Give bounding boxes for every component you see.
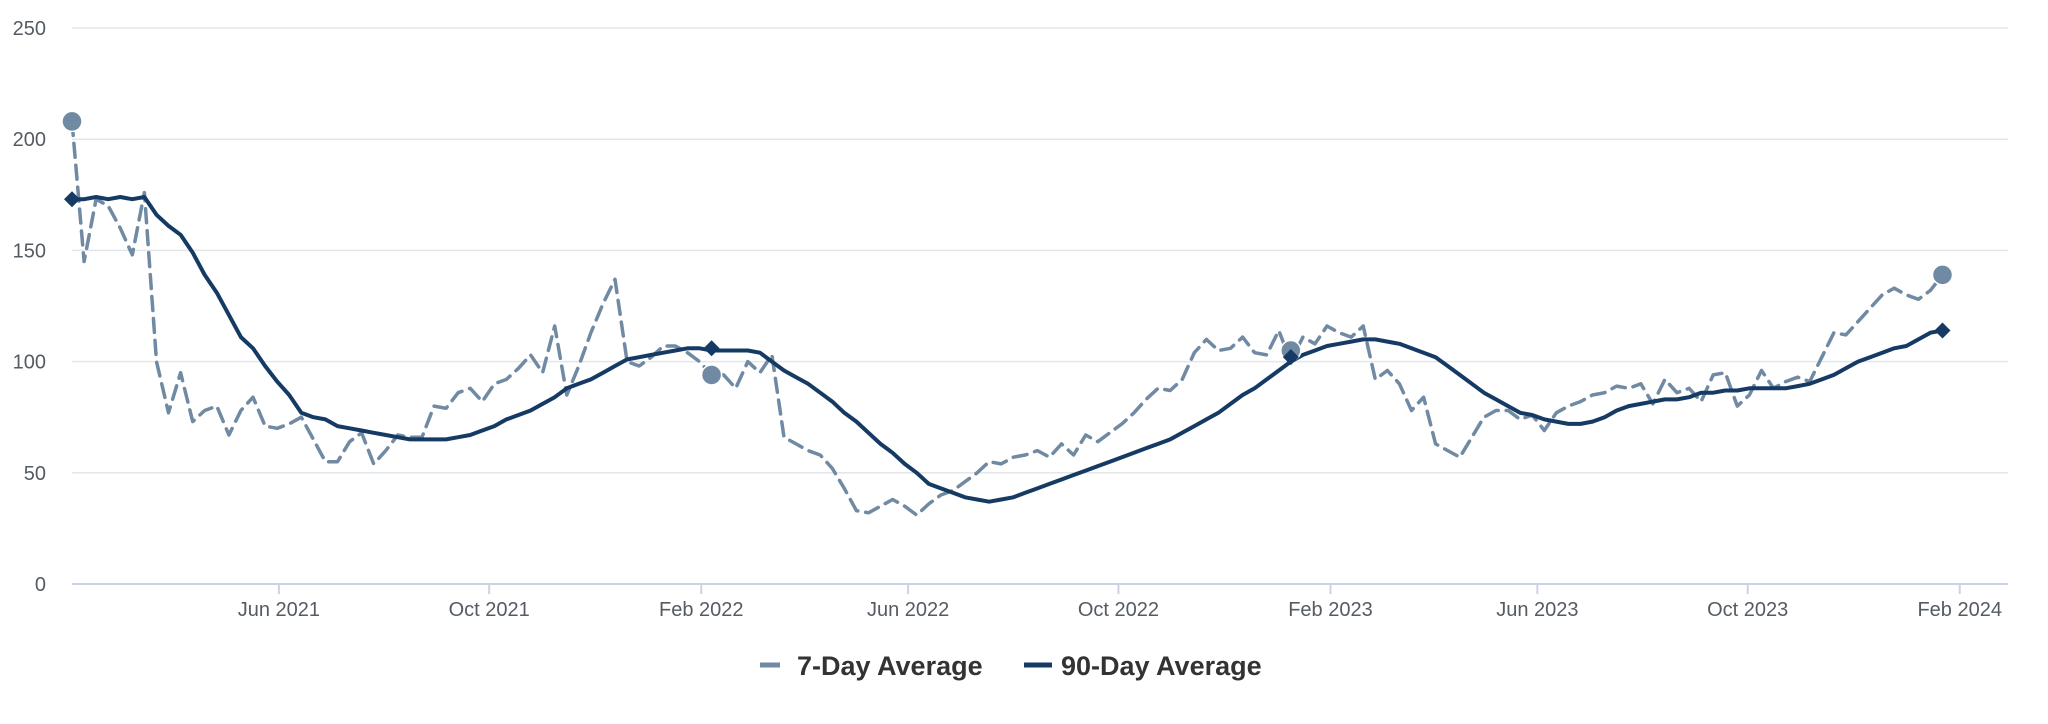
x-tick-label: Jun 2023 <box>1496 599 1578 621</box>
x-tick-label: Feb 2024 <box>1917 599 2002 621</box>
y-tick-label: 150 <box>13 240 46 262</box>
x-tick-label: Jun 2021 <box>238 599 320 621</box>
y-tick-label: 50 <box>24 463 46 485</box>
point-marker-90-day-average[interactable] <box>703 340 720 357</box>
point-marker-90-day-average[interactable] <box>1282 349 1299 366</box>
x-tick-label: Feb 2023 <box>1288 599 1373 621</box>
y-tick-label: 200 <box>13 129 46 151</box>
grid-lines <box>72 27 2008 585</box>
series-markers <box>61 110 1954 386</box>
point-marker-7-day-average[interactable] <box>1931 264 1954 286</box>
x-tick-label: Feb 2022 <box>659 599 744 621</box>
x-tick-label: Oct 2022 <box>1078 599 1159 621</box>
x-tick-label: Oct 2021 <box>449 599 530 621</box>
point-marker-90-day-average[interactable] <box>1934 322 1951 339</box>
y-tick-label: 100 <box>13 352 46 374</box>
legend-label: 90-Day Average <box>1061 651 1262 681</box>
legend: 7-Day Average 90-Day Average <box>760 651 1262 681</box>
series-line-90-day-average <box>70 195 1945 504</box>
y-axis-ticks: 0 50 100 150 200 250 <box>13 18 46 596</box>
series-lines <box>70 119 1945 517</box>
x-axis-ticks: Jun 2021 Oct 2021 Feb 2022 Jun 2022 Oct 2022… <box>238 584 2002 621</box>
series-line-7-day-average <box>70 119 1945 517</box>
legend-item-90-day-average[interactable]: 90-Day Average <box>1024 651 1262 681</box>
legend-label: 7-Day Average <box>797 651 983 681</box>
point-marker-90-day-average[interactable] <box>64 191 80 208</box>
y-tick-label: 250 <box>13 18 46 40</box>
x-tick-label: Jun 2022 <box>867 599 949 621</box>
point-marker-7-day-average[interactable] <box>700 364 723 386</box>
legend-item-7-day-average[interactable]: 7-Day Average <box>760 651 983 681</box>
point-marker-7-day-average[interactable] <box>61 110 83 133</box>
y-tick-label: 0 <box>35 574 46 596</box>
x-tick-label: Oct 2023 <box>1707 599 1788 621</box>
